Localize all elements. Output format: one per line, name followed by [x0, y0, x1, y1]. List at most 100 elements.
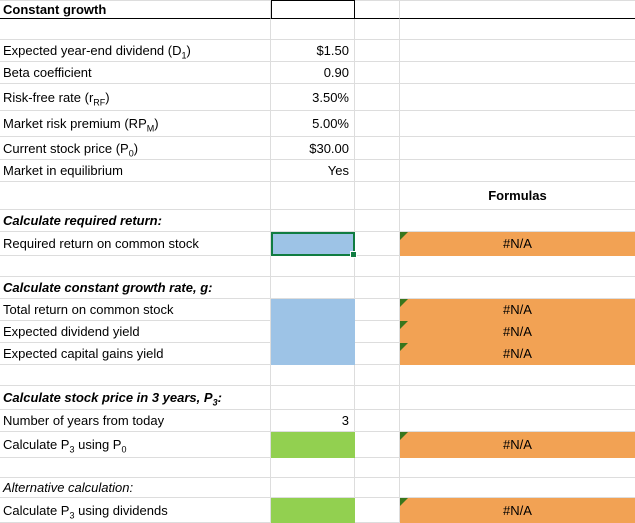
cell[interactable] [271, 478, 355, 498]
cell[interactable] [355, 478, 400, 498]
cell[interactable] [355, 232, 400, 256]
total-return-label-text: Total return on common stock [3, 302, 174, 317]
p3-using-p0-label-text: Calculate P3 using P0 [3, 437, 127, 455]
cell-p3-using-p0-input[interactable] [271, 432, 355, 458]
cell[interactable] [400, 137, 635, 160]
cell[interactable] [355, 210, 400, 232]
cell[interactable] [271, 182, 355, 210]
cell-years-value[interactable]: 3 [271, 410, 355, 432]
cell[interactable] [271, 277, 355, 299]
sheet-row: Constant growth [0, 0, 635, 19]
cell[interactable] [400, 210, 635, 232]
cell-dividend-yield-input[interactable] [271, 321, 355, 343]
cell[interactable] [400, 410, 635, 432]
fill-handle[interactable] [350, 251, 357, 258]
cell[interactable] [355, 458, 400, 478]
cell[interactable] [355, 84, 400, 111]
cell-beta-value[interactable]: 0.90 [271, 62, 355, 84]
cell-price-3yr-heading[interactable]: Calculate stock price in 3 years, P3: [0, 386, 271, 410]
cell[interactable] [0, 19, 271, 40]
sheet-row: Calculate P3 using P0 #N/A [0, 432, 635, 458]
cell[interactable] [355, 321, 400, 343]
cell[interactable] [355, 365, 400, 386]
cell-years-label[interactable]: Number of years from today [0, 410, 271, 432]
cell-rpm-value[interactable]: 5.00% [271, 111, 355, 137]
cell-required-return-heading[interactable]: Calculate required return: [0, 210, 271, 232]
cell[interactable] [271, 458, 355, 478]
cell-required-return-formula[interactable]: #N/A [400, 232, 635, 256]
cell[interactable] [355, 111, 400, 137]
cell[interactable] [355, 19, 400, 40]
cell[interactable] [355, 256, 400, 277]
cell[interactable] [355, 386, 400, 410]
cell[interactable] [400, 40, 635, 62]
cell[interactable] [355, 40, 400, 62]
cell-formulas-header[interactable]: Formulas [400, 182, 635, 210]
cell-beta-label[interactable]: Beta coefficient [0, 62, 271, 84]
cell[interactable] [355, 0, 400, 19]
cell[interactable] [355, 160, 400, 182]
cell[interactable] [271, 386, 355, 410]
cell-total-return-formula[interactable]: #N/A [400, 299, 635, 321]
cell[interactable] [355, 432, 400, 458]
cell[interactable] [400, 0, 635, 19]
cell-p3-using-p0-label[interactable]: Calculate P3 using P0 [0, 432, 271, 458]
cell[interactable] [400, 277, 635, 299]
cell-growth-rate-heading[interactable]: Calculate constant growth rate, g: [0, 277, 271, 299]
cell[interactable] [355, 277, 400, 299]
cell-equilibrium-value[interactable]: Yes [271, 160, 355, 182]
cell[interactable] [355, 62, 400, 84]
cell[interactable] [271, 256, 355, 277]
cell-required-return-input-selected[interactable] [271, 232, 357, 258]
cell[interactable] [400, 111, 635, 137]
cell[interactable] [355, 137, 400, 160]
cell-alternative-heading[interactable]: Alternative calculation: [0, 478, 271, 498]
sheet-row: Expected dividend yield #N/A [0, 321, 635, 343]
cell[interactable] [355, 182, 400, 210]
cell-capital-gains-yield-label[interactable]: Expected capital gains yield [0, 343, 271, 365]
cell-capital-gains-yield-input[interactable] [271, 343, 355, 365]
cell-p0-label[interactable]: Current stock price (P0) [0, 137, 271, 160]
cell-title[interactable]: Constant growth [0, 0, 271, 19]
cell[interactable] [271, 210, 355, 232]
cell[interactable] [400, 19, 635, 40]
cell-equilibrium-label[interactable]: Market in equilibrium [0, 160, 271, 182]
cell-p3-using-dividends-input[interactable] [271, 498, 355, 523]
cell[interactable] [0, 458, 271, 478]
cell-d1-value[interactable]: $1.50 [271, 40, 355, 62]
cell[interactable] [400, 84, 635, 111]
cell-capital-gains-yield-formula[interactable]: #N/A [400, 343, 635, 365]
cell[interactable] [400, 458, 635, 478]
cell-dividend-yield-formula[interactable]: #N/A [400, 321, 635, 343]
cell[interactable] [355, 498, 400, 523]
cell-rpm-label[interactable]: Market risk premium (RPM) [0, 111, 271, 137]
cell-total-return-input[interactable] [271, 299, 355, 321]
cell-p3-using-dividends-formula[interactable]: #N/A [400, 498, 635, 523]
cell[interactable] [400, 386, 635, 410]
sheet-row: Calculate P3 using dividends #N/A [0, 498, 635, 523]
error-indicator-icon [400, 498, 408, 506]
cell-total-return-label[interactable]: Total return on common stock [0, 299, 271, 321]
cell[interactable] [0, 256, 271, 277]
cell-dividend-yield-label[interactable]: Expected dividend yield [0, 321, 271, 343]
cell[interactable] [400, 365, 635, 386]
cell-b1-bordered[interactable] [271, 0, 355, 19]
cell-p3-using-p0-formula[interactable]: #N/A [400, 432, 635, 458]
cell[interactable] [400, 256, 635, 277]
cell[interactable] [271, 19, 355, 40]
cell-p0-value[interactable]: $30.00 [271, 137, 355, 160]
cell[interactable] [355, 299, 400, 321]
cell[interactable] [400, 478, 635, 498]
cell-p3-using-dividends-label[interactable]: Calculate P3 using dividends [0, 498, 271, 523]
cell-d1-label[interactable]: Expected year-end dividend (D1) [0, 40, 271, 62]
cell-rrf-value[interactable]: 3.50% [271, 84, 355, 111]
cell-required-return-label[interactable]: Required return on common stock [0, 232, 271, 256]
cell[interactable] [355, 343, 400, 365]
cell[interactable] [0, 365, 271, 386]
cell[interactable] [271, 365, 355, 386]
cell[interactable] [400, 160, 635, 182]
cell[interactable] [0, 182, 271, 210]
cell-rrf-label[interactable]: Risk-free rate (rRF) [0, 84, 271, 111]
cell[interactable] [355, 410, 400, 432]
cell[interactable] [400, 62, 635, 84]
